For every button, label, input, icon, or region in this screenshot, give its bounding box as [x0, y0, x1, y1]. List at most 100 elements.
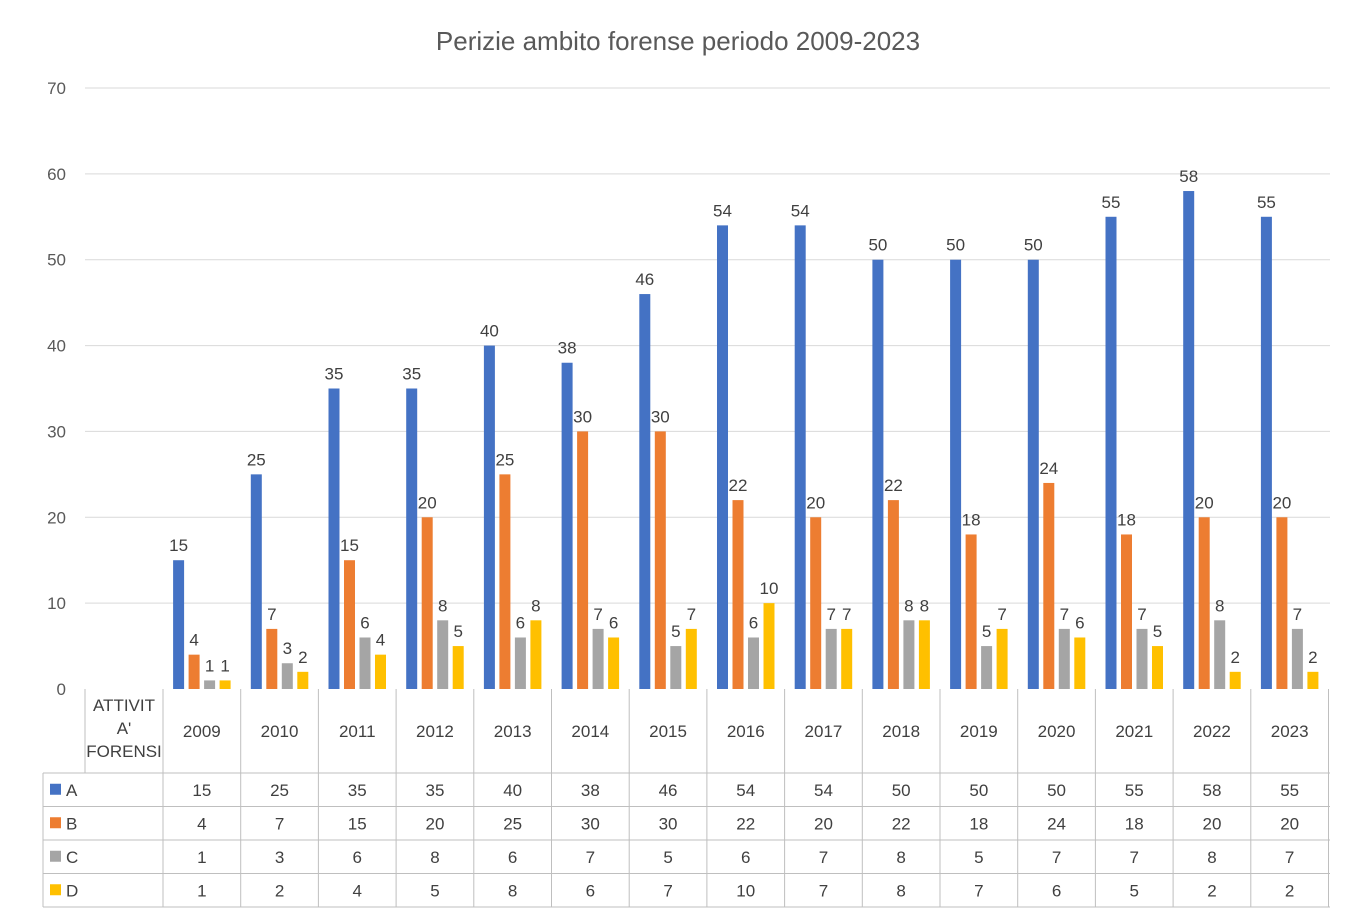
bar-c-2009 — [204, 680, 216, 689]
data-label: 20 — [806, 493, 825, 512]
bar-b-2018 — [887, 500, 899, 689]
x-tick-label: 2015 — [649, 722, 687, 741]
data-label: 20 — [418, 493, 437, 512]
table-cell: 38 — [581, 781, 600, 800]
bar-b-2021 — [1121, 534, 1132, 689]
table-cell: 54 — [736, 781, 755, 800]
data-label: 8 — [920, 596, 929, 615]
data-label: 5 — [453, 622, 462, 641]
bar-d-2013 — [530, 620, 542, 689]
bar-d-2018 — [918, 620, 930, 689]
table-cell: 20 — [425, 814, 444, 833]
bar-a-2012 — [406, 388, 418, 689]
table-cell: 22 — [736, 814, 755, 833]
bar-b-2017 — [810, 517, 822, 689]
table-cell: 1 — [197, 881, 206, 900]
table-cell: 4 — [353, 881, 362, 900]
bar-a-2018 — [872, 259, 884, 689]
x-tick-label: 2013 — [494, 722, 532, 741]
table-cell: 54 — [814, 781, 833, 800]
data-label: 1 — [220, 656, 229, 675]
table-cell: 35 — [425, 781, 444, 800]
table-cell: 5 — [663, 848, 672, 867]
bar-c-2011 — [359, 637, 371, 689]
data-label: 7 — [826, 605, 835, 624]
bar-d-2019 — [996, 628, 1008, 689]
x-tick-label: 2022 — [1193, 722, 1231, 741]
data-label: 15 — [340, 536, 359, 555]
legend-key-c — [50, 850, 61, 862]
data-label: 2 — [298, 648, 307, 667]
data-label: 38 — [558, 339, 577, 358]
table-cell: 7 — [663, 881, 672, 900]
table-cell: 8 — [896, 881, 905, 900]
table-cell: 35 — [348, 781, 367, 800]
x-tick-label: 2020 — [1038, 722, 1076, 741]
bar-d-2023 — [1307, 671, 1319, 689]
bar-a-2010 — [250, 474, 262, 689]
data-label: 55 — [1257, 193, 1276, 212]
data-label: 50 — [868, 236, 887, 255]
bar-c-2021 — [1136, 628, 1148, 689]
bar-b-2010 — [266, 628, 278, 689]
data-label: 30 — [573, 407, 592, 426]
bar-d-2016 — [763, 603, 775, 689]
data-label: 4 — [376, 631, 385, 650]
y-tick-label: 40 — [47, 337, 66, 356]
table-cell: 8 — [430, 848, 439, 867]
bar-a-2023 — [1260, 216, 1272, 690]
data-label: 25 — [495, 450, 514, 469]
bar-a-2014 — [561, 362, 573, 689]
x-tick-label: 2016 — [727, 722, 765, 741]
bar-b-2014 — [577, 431, 589, 689]
table-cell: 7 — [819, 848, 828, 867]
legend-key-a — [50, 783, 61, 795]
data-label: 8 — [904, 596, 913, 615]
table-cell: 46 — [659, 781, 678, 800]
bar-d-2022 — [1229, 671, 1241, 689]
bar-b-2019 — [965, 534, 977, 689]
table-cell: 7 — [586, 848, 595, 867]
table-cell: 58 — [1202, 781, 1221, 800]
bar-b-2015 — [654, 431, 666, 689]
table-cell: 40 — [503, 781, 522, 800]
table-cell: 15 — [348, 814, 367, 833]
data-label: 20 — [1195, 493, 1214, 512]
data-label: 8 — [1215, 596, 1224, 615]
bar-c-2023 — [1291, 628, 1303, 689]
table-cell: 2 — [1285, 881, 1294, 900]
bar-a-2009 — [173, 560, 185, 689]
x-tick-label: 2021 — [1115, 722, 1153, 741]
bar-c-2016 — [748, 637, 759, 689]
bar-d-2015 — [685, 628, 697, 689]
bar-a-2015 — [639, 294, 651, 689]
bar-d-2011 — [375, 654, 386, 689]
data-label: 7 — [1293, 605, 1302, 624]
x-tick-label: 2010 — [261, 722, 299, 741]
table-cell: 8 — [1207, 848, 1216, 867]
table-cell: 7 — [1285, 848, 1294, 867]
table-cell: 55 — [1125, 781, 1144, 800]
bar-c-2010 — [281, 663, 293, 689]
y-tick-label: 0 — [57, 680, 66, 699]
bar-c-2014 — [592, 628, 604, 689]
table-cell: 20 — [1280, 814, 1299, 833]
data-label: 18 — [962, 510, 981, 529]
table-cell: 55 — [1280, 781, 1299, 800]
chart-title: Perizie ambito forense periodo 2009-2023 — [436, 26, 920, 56]
table-cell: 6 — [586, 881, 595, 900]
data-label: 40 — [480, 322, 499, 341]
data-label: 2 — [1230, 648, 1239, 667]
y-tick-label: 50 — [47, 251, 66, 270]
table-cell: 6 — [353, 848, 362, 867]
table-cell: 5 — [1130, 881, 1139, 900]
table-cell: 15 — [192, 781, 211, 800]
bar-b-2012 — [421, 517, 433, 689]
x-tick-label: 2009 — [183, 722, 221, 741]
bar-d-2014 — [608, 637, 620, 689]
y-tick-label: 30 — [47, 422, 66, 441]
table-cell: 8 — [508, 881, 517, 900]
data-label: 6 — [360, 613, 369, 632]
bar-a-2013 — [483, 345, 495, 689]
